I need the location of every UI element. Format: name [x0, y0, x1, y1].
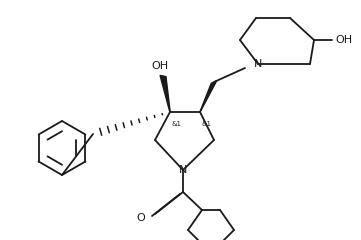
Text: OH: OH [151, 61, 169, 71]
Polygon shape [160, 75, 170, 112]
Polygon shape [200, 81, 217, 112]
Text: &1: &1 [172, 121, 182, 127]
Text: N: N [254, 59, 262, 69]
Text: N: N [179, 165, 187, 175]
Text: &1: &1 [201, 121, 211, 127]
Text: O: O [136, 213, 145, 223]
Text: OH: OH [335, 35, 353, 45]
